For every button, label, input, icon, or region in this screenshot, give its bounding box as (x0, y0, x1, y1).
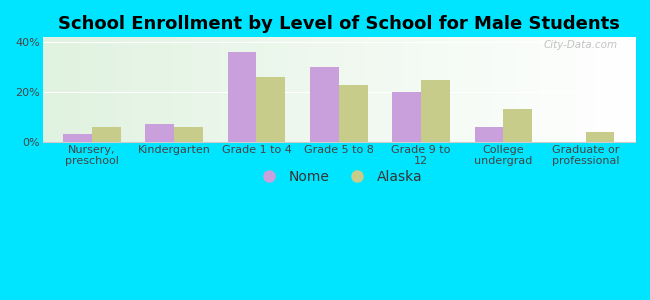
Bar (174, 127, 203, 142)
Bar (92, 127, 121, 142)
Bar (339, 85, 367, 142)
Bar (227, 52, 257, 142)
Bar (503, 110, 532, 142)
Legend: Nome, Alaska: Nome, Alaska (250, 164, 428, 189)
Bar (310, 67, 339, 142)
Bar (474, 127, 503, 142)
Bar (421, 80, 450, 142)
Text: City-Data.com: City-Data.com (543, 40, 618, 50)
Bar (146, 124, 174, 142)
Title: School Enrollment by Level of School for Male Students: School Enrollment by Level of School for… (58, 15, 619, 33)
Bar (63, 134, 92, 142)
Bar (392, 92, 421, 142)
Bar (586, 132, 614, 142)
Bar (257, 77, 285, 142)
